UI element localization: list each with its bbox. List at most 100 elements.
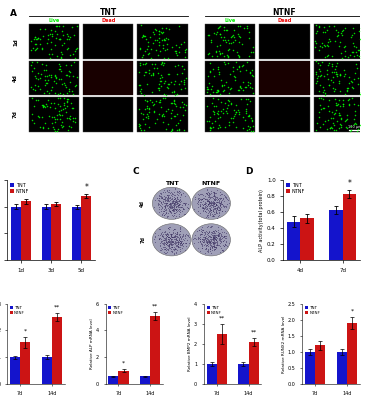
Point: [164, 230, 170, 237]
Point: [246, 112, 251, 119]
Point: [204, 186, 210, 193]
Point: [164, 192, 170, 198]
Point: [222, 233, 228, 239]
Point: [219, 242, 225, 248]
Point: [40, 124, 46, 130]
Point: [225, 37, 231, 43]
Point: [174, 239, 180, 245]
Point: [199, 196, 205, 202]
Point: [212, 244, 218, 250]
Point: [209, 230, 215, 236]
Point: [153, 65, 159, 72]
Point: [223, 39, 229, 45]
Point: [159, 240, 165, 246]
Point: [210, 232, 216, 239]
Point: [52, 73, 58, 79]
Bar: [150, 316, 160, 384]
Point: [325, 76, 331, 82]
Point: [68, 62, 74, 68]
Point: [178, 240, 184, 247]
Point: [175, 202, 181, 208]
Point: [161, 212, 167, 218]
Point: [237, 83, 243, 90]
Point: [155, 201, 161, 208]
Point: [163, 229, 168, 235]
Point: [202, 199, 208, 205]
Point: [66, 122, 72, 129]
Point: [157, 98, 163, 105]
Point: [248, 128, 254, 134]
Point: [141, 33, 147, 40]
Point: [164, 195, 170, 201]
Point: [211, 191, 217, 198]
Point: [177, 209, 183, 215]
Point: [138, 22, 144, 28]
Point: [168, 241, 174, 248]
Point: [204, 202, 210, 209]
Point: [36, 83, 41, 89]
Point: [48, 100, 54, 106]
Point: [167, 223, 173, 230]
Y-axis label: Relative ALP mRNA level: Relative ALP mRNA level: [90, 318, 94, 369]
Point: [156, 192, 162, 198]
Point: [208, 204, 214, 211]
Point: [183, 45, 189, 52]
Point: [211, 109, 217, 116]
Point: [175, 198, 181, 204]
Point: [143, 60, 149, 66]
Point: [166, 187, 172, 193]
Point: [202, 250, 208, 256]
Point: [197, 239, 203, 246]
Point: [174, 231, 180, 237]
Point: [156, 236, 161, 242]
Point: [178, 203, 184, 210]
Point: [196, 196, 202, 203]
Point: [197, 236, 203, 242]
Point: [163, 234, 169, 240]
Point: [61, 101, 67, 108]
Point: [210, 236, 216, 242]
Text: NTNF: NTNF: [201, 181, 221, 186]
Point: [154, 116, 160, 122]
Point: [359, 98, 365, 104]
Point: [42, 73, 48, 79]
Point: [215, 224, 221, 230]
Point: [223, 233, 229, 239]
Point: [210, 244, 215, 251]
Point: [214, 199, 220, 205]
Point: [234, 66, 240, 72]
Point: [169, 244, 175, 250]
Point: [213, 210, 219, 217]
Point: [176, 206, 182, 213]
Point: [235, 52, 240, 59]
Point: [170, 212, 175, 219]
Point: [171, 240, 177, 246]
Point: [156, 193, 162, 200]
Point: [42, 82, 48, 88]
Point: [250, 123, 255, 129]
Point: [161, 193, 167, 199]
Point: [182, 246, 188, 253]
Point: [208, 39, 214, 46]
Point: [313, 30, 319, 36]
Point: [338, 30, 344, 36]
Point: [170, 238, 176, 244]
Point: [213, 236, 219, 242]
Point: [337, 111, 342, 118]
Point: [168, 233, 174, 239]
Point: [210, 207, 216, 214]
Point: [180, 243, 186, 249]
Point: [168, 233, 174, 240]
Point: [216, 204, 222, 210]
Point: [181, 101, 187, 107]
Point: [201, 195, 207, 202]
Point: [178, 190, 184, 197]
Point: [163, 204, 168, 210]
Point: [210, 237, 216, 243]
Point: [201, 201, 207, 208]
Point: [156, 85, 162, 92]
Bar: [10, 357, 20, 384]
Point: [207, 202, 212, 209]
Point: [342, 43, 348, 49]
Point: [335, 101, 341, 107]
